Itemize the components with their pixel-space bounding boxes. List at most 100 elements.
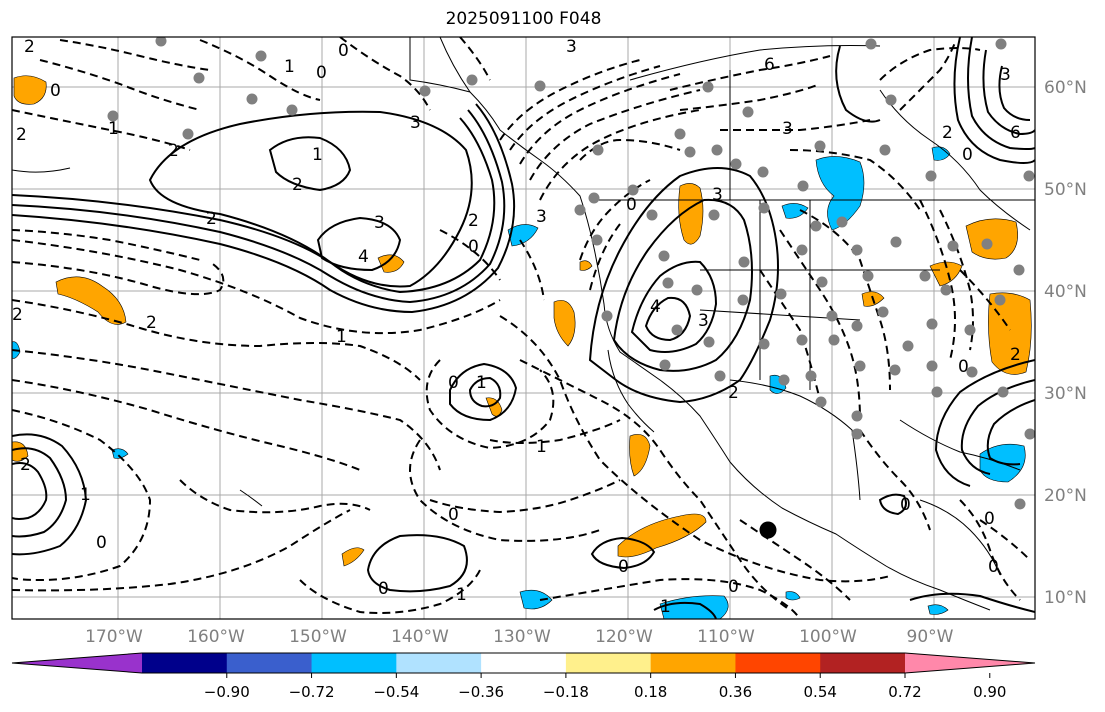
svg-text:0: 0 (618, 557, 629, 577)
longitude-labels: 170°W 160°W 150°W 140°W 130°W 120°W 110°… (85, 627, 954, 647)
lat-label: 20°N (1044, 486, 1087, 506)
lon-label: 150°W (289, 627, 347, 647)
lon-label: 90°W (907, 627, 954, 647)
svg-text:3: 3 (782, 119, 793, 139)
svg-text:2: 2 (12, 305, 23, 325)
svg-text:1: 1 (456, 585, 467, 605)
colorbar-extension-low (12, 653, 142, 673)
colorbar-outline (11, 652, 1036, 674)
station-dots (107, 37, 1035, 510)
colorbar-segment (226, 653, 313, 673)
lon-label: 160°W (187, 627, 245, 647)
lat-label: 50°N (1044, 180, 1087, 200)
svg-text:0: 0 (626, 195, 637, 215)
colorbar-extension-high (905, 653, 1035, 673)
lon-label: 170°W (85, 627, 143, 647)
colorbar-tick-label: 0.18 (634, 683, 667, 701)
svg-text:2: 2 (1010, 345, 1021, 365)
svg-text:1: 1 (336, 327, 347, 347)
colorbar-tick-label: 0.90 (973, 683, 1006, 701)
svg-text:0: 0 (378, 579, 389, 599)
map-frame (11, 36, 1036, 620)
colorbar-labels: −0.90 −0.72 −0.54 −0.36 −0.18 0.18 0.36 0.54 0.7… (204, 673, 1006, 701)
svg-text:3: 3 (698, 311, 709, 331)
svg-text:3: 3 (536, 207, 547, 227)
colorbar-tick-label: 0.36 (719, 683, 752, 701)
colorbar-segment (311, 653, 397, 673)
svg-text:2: 2 (942, 123, 953, 143)
lat-label: 30°N (1044, 384, 1087, 404)
svg-text:3: 3 (374, 213, 385, 233)
lat-label: 10°N (1044, 588, 1087, 608)
colorbar-segment (650, 653, 736, 673)
colorbar (11, 652, 1036, 674)
colorbar-segment (565, 653, 652, 673)
colorbar-segment (481, 653, 567, 673)
svg-text:2: 2 (24, 37, 35, 57)
colorbar-tick-label: −0.54 (373, 683, 419, 701)
lat-label: 60°N (1044, 78, 1087, 98)
colorbar-segment (735, 653, 821, 673)
coastlines (12, 37, 1035, 611)
lon-label: 110°W (697, 627, 755, 647)
contours-solid (12, 37, 1035, 619)
svg-text:1: 1 (660, 597, 671, 617)
svg-text:6: 6 (764, 55, 775, 75)
svg-text:2: 2 (206, 209, 217, 229)
svg-text:3: 3 (1000, 65, 1011, 85)
svg-text:2: 2 (16, 125, 27, 145)
svg-text:0: 0 (962, 145, 973, 165)
svg-text:0: 0 (468, 237, 479, 257)
svg-text:0: 0 (728, 577, 739, 597)
colorbar-segment (396, 653, 482, 673)
contour-labels: 3 1 2 3 4 2 2 1 0 1 1 0 0 0 0 0 1 2 2 2 … (12, 37, 1021, 617)
lat-label: 40°N (1044, 282, 1087, 302)
svg-text:1: 1 (312, 145, 323, 165)
svg-text:1: 1 (476, 373, 487, 393)
svg-text:0: 0 (448, 373, 459, 393)
colorbar-tick-label: 0.72 (888, 683, 921, 701)
map-title: 2025091100 F048 (445, 9, 602, 29)
svg-text:0: 0 (984, 509, 995, 529)
svg-text:4: 4 (650, 297, 661, 317)
colorbar-segment (820, 653, 906, 673)
svg-text:0: 0 (988, 557, 999, 577)
lon-label: 100°W (799, 627, 857, 647)
colorbar-tick-label: −0.18 (543, 683, 589, 701)
svg-text:0: 0 (958, 357, 969, 377)
lon-label: 140°W (391, 627, 449, 647)
svg-text:0: 0 (338, 41, 349, 61)
latitude-labels: 60°N 50°N 40°N 30°N 20°N 10°N (1044, 78, 1087, 608)
svg-text:2: 2 (168, 141, 179, 161)
lon-label: 120°W (595, 627, 653, 647)
svg-text:2: 2 (728, 383, 739, 403)
svg-text:2: 2 (20, 455, 31, 475)
colorbar-segment (142, 653, 228, 673)
shaded-negative-regions (12, 146, 1026, 619)
shaded-positive-regions (12, 75, 1032, 567)
colorbar-tick-label: −0.36 (458, 683, 504, 701)
svg-text:0: 0 (96, 533, 107, 553)
gridlines (12, 37, 1035, 619)
svg-text:0: 0 (50, 81, 61, 101)
svg-text:1: 1 (108, 119, 119, 139)
colorbar-tick-label: −0.90 (204, 683, 250, 701)
svg-text:1: 1 (536, 437, 547, 457)
svg-text:3: 3 (566, 37, 577, 57)
svg-text:2: 2 (292, 175, 303, 195)
svg-text:0: 0 (316, 63, 327, 83)
svg-text:0: 0 (448, 505, 459, 525)
svg-text:2: 2 (146, 313, 157, 333)
black-dot-marker (759, 521, 777, 539)
svg-text:1: 1 (284, 57, 295, 77)
lon-label: 130°W (493, 627, 551, 647)
contours-dashed (12, 37, 1031, 619)
colorbar-tick-label: −0.72 (289, 683, 335, 701)
svg-text:2: 2 (468, 211, 479, 231)
svg-text:3: 3 (712, 185, 723, 205)
svg-text:4: 4 (358, 247, 369, 267)
svg-text:3: 3 (410, 113, 421, 133)
svg-text:6: 6 (1010, 123, 1021, 143)
svg-text:0: 0 (900, 495, 911, 515)
